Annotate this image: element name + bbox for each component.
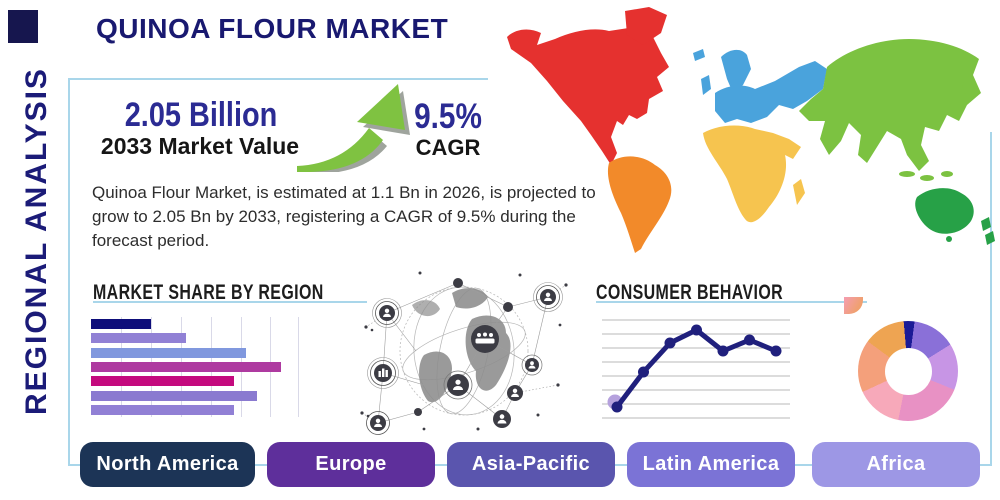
map-japan	[962, 76, 972, 94]
map-indonesia-2	[920, 175, 934, 181]
map-madagascar	[793, 179, 805, 205]
bar-region-1	[91, 319, 152, 329]
globe-node	[414, 408, 422, 416]
frame-border-top	[68, 78, 488, 80]
network-globe-illustration	[360, 271, 568, 435]
cagr-caption: CAGR	[415, 135, 481, 160]
cagr-stat: 9.5%	[414, 97, 482, 136]
map-africa	[703, 125, 801, 223]
globe-node	[507, 385, 523, 401]
globe-node	[493, 410, 511, 428]
region-button-africa[interactable]: Africa	[812, 442, 980, 487]
market-value-stat: 2.05 Billion	[124, 96, 278, 134]
bar-region-6	[91, 390, 257, 401]
region-button-europe[interactable]: Europe	[267, 442, 435, 487]
map-indonesia-3	[941, 171, 953, 177]
map-tasmania	[946, 236, 952, 242]
corner-accent-square	[8, 10, 38, 43]
bar-region-3	[91, 347, 247, 358]
decor-blob	[844, 297, 863, 314]
bar-region-4	[91, 361, 282, 372]
frame-border-right	[990, 132, 992, 466]
page-title: QUINOA FLOUR MARKET	[96, 13, 449, 44]
market-value-caption: 2033 Market Value	[100, 133, 300, 159]
region-button-label: Europe	[315, 453, 387, 475]
map-greenland	[625, 7, 667, 45]
region-button-label: Africa	[866, 453, 926, 475]
vertical-side-label: REGIONAL ANALYSIS	[20, 67, 53, 415]
region-button-label: North America	[96, 453, 239, 475]
market-share-underline	[93, 301, 367, 303]
map-europe-scandinavia	[721, 49, 751, 93]
frame-border-left	[68, 78, 70, 466]
donut-hole	[884, 347, 932, 395]
map-south-america	[607, 156, 672, 253]
map-new-zealand-south	[985, 231, 995, 245]
region-button-asia-pacific[interactable]: Asia-Pacific	[447, 442, 615, 487]
globe-node	[453, 278, 463, 288]
globe-node	[503, 302, 513, 312]
world-map	[507, 7, 995, 253]
consumer-behavior-line-chart	[602, 319, 790, 419]
globe-node	[471, 325, 499, 353]
region-button-label: Asia-Pacific	[471, 453, 591, 475]
map-indonesia-1	[899, 171, 915, 177]
bar-gridline	[298, 317, 299, 417]
globe-node	[443, 370, 473, 400]
globe-node	[521, 354, 543, 376]
globe-node	[533, 282, 563, 312]
map-europe-uk	[701, 75, 711, 95]
growth-arrow-icon	[297, 84, 410, 172]
market-share-heading: MARKET SHARE BY REGION	[93, 281, 324, 304]
market-share-bar-chart	[91, 315, 303, 418]
map-europe-iceland	[693, 49, 705, 61]
region-button-label: Latin America	[642, 453, 780, 475]
market-description: Quinoa Flour Market, is estimated at 1.1…	[92, 183, 596, 251]
region-button-north-america[interactable]: North America	[80, 442, 255, 487]
region-button-latin-america[interactable]: Latin America	[627, 442, 795, 487]
bar-region-2	[91, 333, 187, 344]
map-australia	[915, 188, 974, 234]
globe-node	[367, 357, 399, 389]
globe-node	[366, 411, 390, 435]
globe-node	[372, 298, 402, 328]
map-north-america	[507, 27, 669, 165]
map-new-zealand-north	[981, 217, 991, 231]
consumer-behavior-heading: CONSUMER BEHAVIOR	[596, 281, 784, 304]
consumer-behavior-underline	[596, 301, 867, 303]
map-europe-mainland	[715, 61, 827, 123]
bar-region-5	[91, 376, 234, 387]
bar-region-7	[91, 404, 234, 415]
map-asia	[799, 39, 981, 171]
